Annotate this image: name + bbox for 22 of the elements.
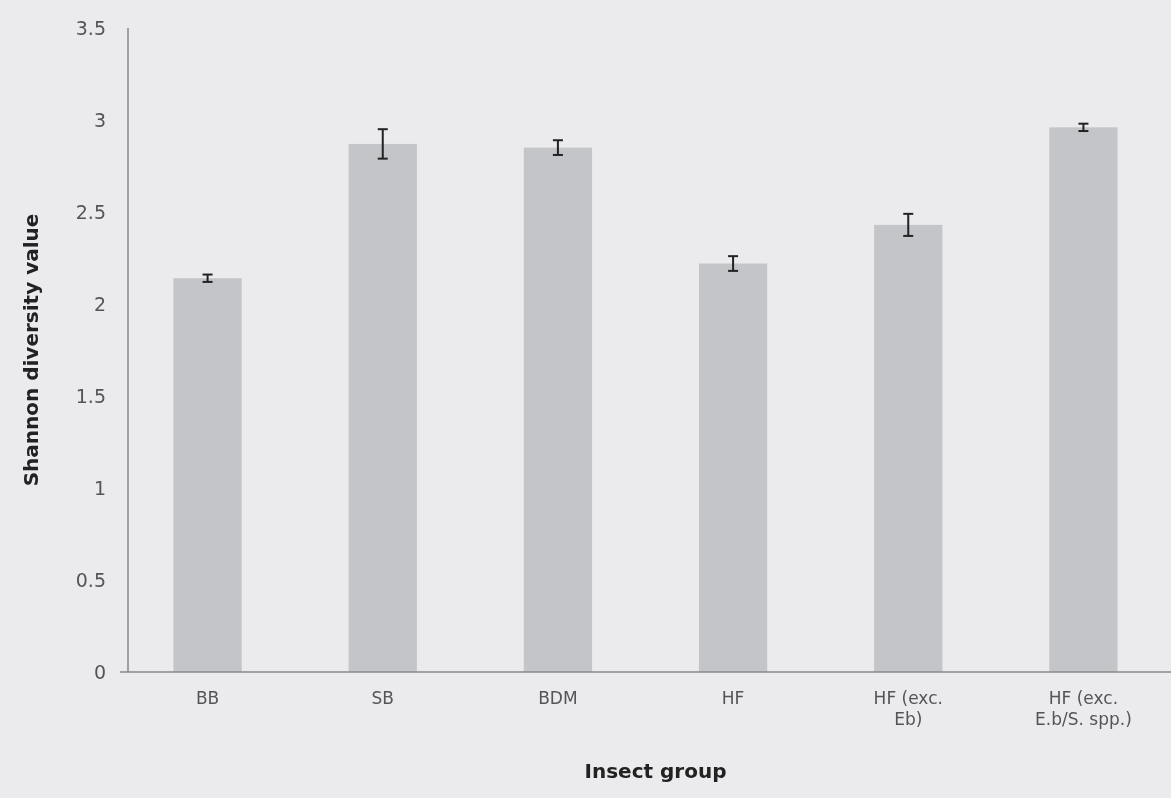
x-tick-label: BB <box>195 688 220 708</box>
bar <box>348 143 417 672</box>
y-tick-label: 3.5 <box>75 16 106 39</box>
x-tick-label: HF (exc. Eb) <box>873 688 943 730</box>
y-tick-label: 3 <box>93 108 106 131</box>
y-axis-title: Shannon diversity value <box>19 213 43 487</box>
y-tick-label: 2.5 <box>75 200 106 223</box>
y-tick-label: 2 <box>93 292 106 315</box>
x-tick-label: HF (exc. E.b/S. spp.) <box>1035 688 1132 730</box>
x-tick-label: SB <box>371 688 394 708</box>
x-tick-label: BDM <box>538 688 578 708</box>
x-axis-title: Insect group <box>584 759 727 783</box>
y-tick-label: 0 <box>93 660 106 683</box>
bar <box>698 263 768 672</box>
y-tick-label: 1.5 <box>75 384 106 407</box>
y-tick-label: 1 <box>93 476 106 499</box>
x-tick-label: HF <box>721 688 745 708</box>
bar <box>874 224 943 672</box>
bar <box>523 147 593 672</box>
bar <box>173 278 242 672</box>
bar <box>1049 127 1118 672</box>
y-tick-label: 0.5 <box>75 568 106 591</box>
